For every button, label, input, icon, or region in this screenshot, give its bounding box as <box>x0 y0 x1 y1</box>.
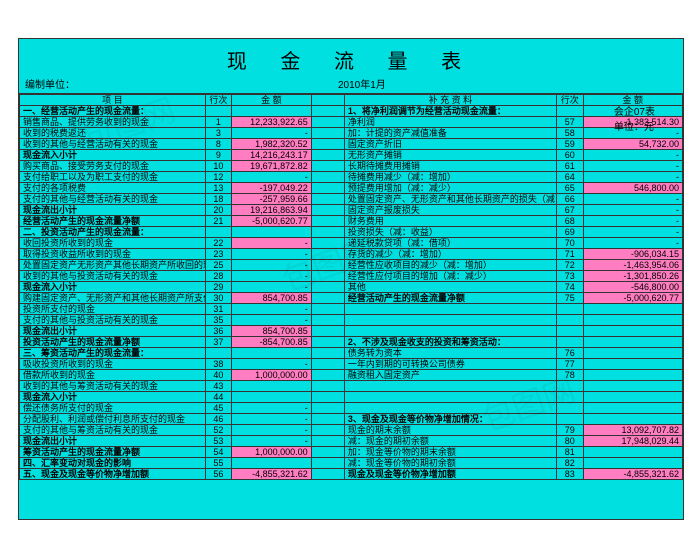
table-row: 销售商品、提供劳务收到的现金112,233,922.65净利润57-1,383,… <box>20 117 683 128</box>
table-row: 购买商品、接受劳务支付的现金1019,671,872.82长期待摊费用摊销61- <box>20 161 683 172</box>
table-row: 五、现金及现金等价物净增加额56-4,855,321.62现金及现金等价物净增加… <box>20 469 683 480</box>
table-row: 购建固定资产、无形资产和其他长期资产所支付的现金30854,700.85经营活动… <box>20 293 683 304</box>
table-row: 支付的其他与经营活动有关的现金18-257,959.66处置固定资产、无形资产和… <box>20 194 683 205</box>
table-row: 现金流入小计914,216,243.17无形资产摊销60- <box>20 150 683 161</box>
table-row: 投资活动产生的现金流量净额37-854,700.852、不涉及现金收支的投资和筹… <box>20 337 683 348</box>
table-row: 支付的其他与投资活动有关的现金35- <box>20 315 683 326</box>
hdr-supp: 补 充 资 料 <box>344 95 556 106</box>
period: 2010年1月 <box>338 76 481 91</box>
table-row: 一、经营活动产生的现金流量：1、将净利润调节为经营活动现金流量： <box>20 106 683 117</box>
table-row: 四、汇率变动对现金的影响55减：现金等价物的期初余额82 <box>20 458 683 469</box>
form-meta: 会企07表 单位：元 <box>614 103 655 133</box>
table-row: 现金流出小计53-减：现金的期初余额8017,948,029.44 <box>20 436 683 447</box>
table-row: 经营活动产生的现金流量净额21-5,000,620.77财务费用68- <box>20 216 683 227</box>
table-row: 支付给职工以及为职工支付的现金12-待摊费用减少（减：增加）64- <box>20 172 683 183</box>
org-label: 编制单位： <box>25 76 338 91</box>
form-no: 会企07表 <box>614 103 655 118</box>
table-row: 收到的税费返还3-加：计提的资产减值准备58- <box>20 128 683 139</box>
table-row: 支付的其他与筹资活动有关的现金52-现金的期末余额7913,092,707.82 <box>20 425 683 436</box>
page-bg: 现 金 流 量 表 会企07表 单位：元 编制单位： 2010年1月 项 目 行… <box>0 0 700 536</box>
hdr-item: 项 目 <box>20 95 206 106</box>
table-row: 现金流入小计44 <box>20 392 683 403</box>
gap <box>311 95 344 106</box>
sub-header: 编制单位： 2010年1月 <box>19 76 683 94</box>
table-row: 收回投资所收到的现金22-递延税款贷项（减：借项）70- <box>20 238 683 249</box>
table-row: 筹资活动产生的现金流量净额541,000,000.00加：现金等价物的期末余额8… <box>20 447 683 458</box>
table-row: 投资所支付的现金31- <box>20 304 683 315</box>
hdr-amt: 金 额 <box>232 95 312 106</box>
header-row: 项 目 行次 金 额 补 充 资 料 行次 金 额 <box>20 95 683 106</box>
hdr-line: 行次 <box>205 95 232 106</box>
table-row: 支付的各项税费13-197,049.22预提费用增加（减：减少）65546,80… <box>20 183 683 194</box>
table-row: 收到的其他与经营活动有关的现金81,982,320.52固定资产折旧5954,7… <box>20 139 683 150</box>
table-row: 借款所收到的现金401,000,000.00融资租入固定资产78 <box>20 370 683 381</box>
table-row: 现金流出小计36854,700.85 <box>20 326 683 337</box>
table-row: 现金流入小计29-其他74-546,800.00 <box>20 282 683 293</box>
table-row: 吸收投资所收到的现金38-一年内到期的可转换公司债券77 <box>20 359 683 370</box>
table-row: 分配股利、利润或偿付利息所支付的现金46-3、现金及现金等价物净增加情况： <box>20 414 683 425</box>
table-row: 取得投资收益所收到的现金23-存货的减少（减：增加）71-906,034.15 <box>20 249 683 260</box>
cashflow-sheet: 现 金 流 量 表 会企07表 单位：元 编制单位： 2010年1月 项 目 行… <box>18 38 684 520</box>
unit: 单位：元 <box>614 118 655 133</box>
table-row: 三、筹资活动产生的现金流量：债务转为资本76 <box>20 348 683 359</box>
table-row: 偿还债务所支付的现金45- <box>20 403 683 414</box>
table-row: 收到的其他与筹资活动有关的现金43 <box>20 381 683 392</box>
title: 现 金 流 量 表 <box>19 39 683 76</box>
cashflow-table: 项 目 行次 金 额 补 充 资 料 行次 金 额 一、经营活动产生的现金流量：… <box>19 94 683 480</box>
table-row: 现金流出小计2019,216,863.94固定资产报废损失67- <box>20 205 683 216</box>
table-row: 二、投资活动产生的现金流量：投资损失（减：收益）69- <box>20 227 683 238</box>
table-row: 收到的其他与投资活动有关的现金28-经营性应付项目的增加（减：减少）73-1,3… <box>20 271 683 282</box>
table-row: 处置固定资产无形资产其他长期资产所收回的现金净额25-经营性应收项目的减少（减：… <box>20 260 683 271</box>
hdr-line2: 行次 <box>557 95 584 106</box>
